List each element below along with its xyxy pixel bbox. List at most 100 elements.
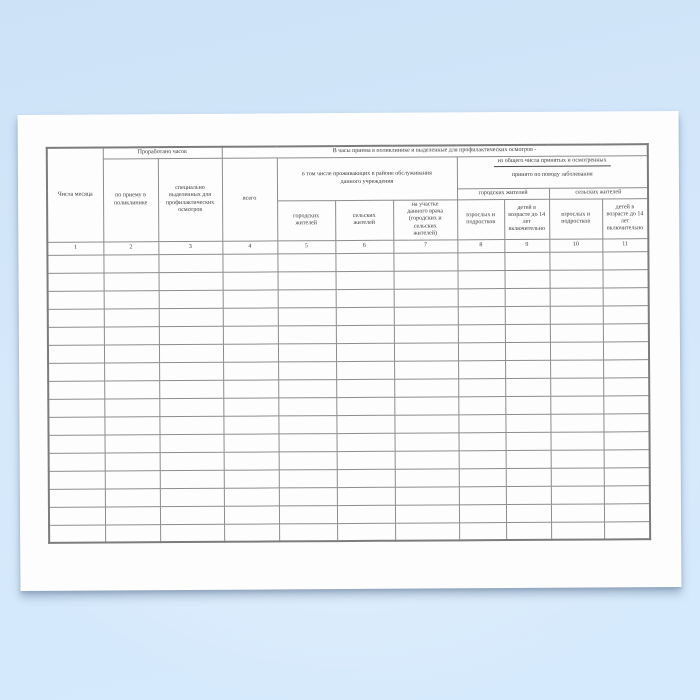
empty-cell	[550, 503, 605, 522]
empty-cell	[458, 360, 506, 379]
empty-cell	[47, 290, 104, 309]
empty-cell	[104, 506, 161, 525]
empty-cell	[549, 323, 603, 342]
empty-cell	[336, 414, 395, 434]
empty-cell	[394, 486, 459, 505]
empty-cell	[278, 487, 337, 506]
empty-cell	[223, 487, 279, 506]
empty-cell	[603, 431, 650, 450]
header-col-reception-in-polyclinic: по приему в поликлинике	[102, 158, 159, 242]
empty-cell	[602, 251, 649, 270]
empty-cell	[222, 289, 278, 308]
empty-cell	[159, 415, 224, 435]
header-group-urban-residents: городских жителей	[457, 187, 550, 200]
empty-cell	[506, 521, 552, 541]
empty-cell	[457, 288, 505, 307]
empty-cell	[504, 323, 550, 343]
empty-cell	[224, 523, 280, 542]
empty-cell	[393, 306, 458, 325]
empty-cell	[603, 503, 651, 522]
empty-cell	[549, 341, 604, 360]
empty-cell	[394, 450, 459, 469]
empty-cell	[104, 398, 160, 417]
empty-cell	[549, 251, 603, 270]
empty-cell	[603, 413, 650, 432]
empty-cell	[550, 377, 604, 396]
header-col-preventive-hours: специально выделенных для профилактическ…	[157, 157, 223, 242]
empty-cell	[223, 433, 279, 452]
empty-cell	[394, 396, 459, 415]
header-group-worked-hours: Проработано часов	[102, 146, 222, 159]
header-group-rural-residents: сельских жителей	[549, 187, 649, 199]
empty-cell	[277, 343, 337, 362]
visits-register-table: Числа месяца Проработано часов В часы пр…	[45, 143, 652, 544]
empty-cell	[103, 308, 159, 327]
empty-cell	[602, 305, 649, 324]
empty-cell	[336, 450, 395, 470]
document-sheet: Числа месяца Проработано часов В часы пр…	[17, 110, 682, 592]
header-group-of-total-examined: из общего числа принятых и осмотренных п…	[456, 155, 649, 189]
empty-cell	[335, 252, 394, 272]
empty-cell	[458, 450, 506, 469]
empty-cell	[457, 324, 505, 343]
empty-cell	[505, 377, 551, 397]
empty-cell	[104, 488, 160, 507]
empty-cell	[393, 288, 458, 307]
empty-cell	[48, 380, 105, 399]
empty-cell	[278, 433, 337, 452]
header-col-children-14-urban: детей в возрасте до 14 лет включительно	[504, 198, 550, 240]
empty-cell	[103, 290, 159, 309]
data-rows	[47, 251, 651, 543]
empty-cell	[549, 269, 603, 288]
empty-cell	[278, 397, 337, 416]
empty-cell	[47, 326, 104, 345]
empty-cell	[158, 289, 223, 309]
empty-cell	[279, 523, 338, 542]
empty-cell	[395, 522, 460, 541]
empty-cell	[603, 377, 650, 396]
empty-cell	[550, 359, 604, 378]
header-group-service-area: в том числе проживающих в районе обслужи…	[276, 156, 458, 201]
empty-cell	[222, 325, 278, 344]
column-number: 4	[222, 240, 278, 254]
empty-cell	[335, 324, 394, 344]
empty-cell	[278, 379, 337, 398]
empty-cell	[277, 325, 336, 344]
empty-cell	[104, 416, 160, 435]
empty-cell	[550, 413, 604, 432]
header-col-adults-teens-rural: взрослых и подростков	[549, 198, 603, 239]
column-number: 7	[393, 239, 458, 253]
empty-cell	[457, 306, 505, 325]
empty-cell	[222, 343, 279, 362]
empty-cell	[48, 470, 105, 489]
header-col-children-14-rural: детей в возрасте до 14 лет включительно	[602, 198, 649, 239]
empty-cell	[394, 468, 459, 487]
empty-cell	[223, 505, 280, 524]
empty-cell	[393, 270, 458, 289]
empty-cell	[335, 342, 395, 362]
empty-cell	[105, 524, 161, 543]
empty-cell	[459, 522, 507, 541]
empty-cell	[48, 506, 106, 525]
empty-cell	[550, 395, 604, 414]
empty-cell	[158, 325, 223, 345]
header-days-of-month: Числа месяца	[46, 147, 104, 242]
empty-cell	[104, 470, 160, 489]
empty-cell	[337, 522, 396, 542]
empty-cell	[335, 288, 394, 308]
empty-cell	[504, 287, 550, 307]
empty-cell	[504, 269, 550, 289]
empty-cell	[278, 415, 337, 434]
empty-cell	[103, 272, 159, 291]
empty-cell	[458, 504, 507, 523]
empty-cell	[159, 379, 224, 399]
empty-cell	[602, 287, 649, 306]
empty-cell	[104, 380, 160, 399]
column-number: 3	[158, 240, 223, 255]
column-number: 2	[103, 241, 159, 255]
empty-cell	[504, 251, 550, 271]
empty-cell	[222, 271, 278, 290]
column-number: 8	[457, 239, 505, 253]
empty-cell	[278, 451, 337, 470]
empty-cell	[158, 307, 223, 327]
